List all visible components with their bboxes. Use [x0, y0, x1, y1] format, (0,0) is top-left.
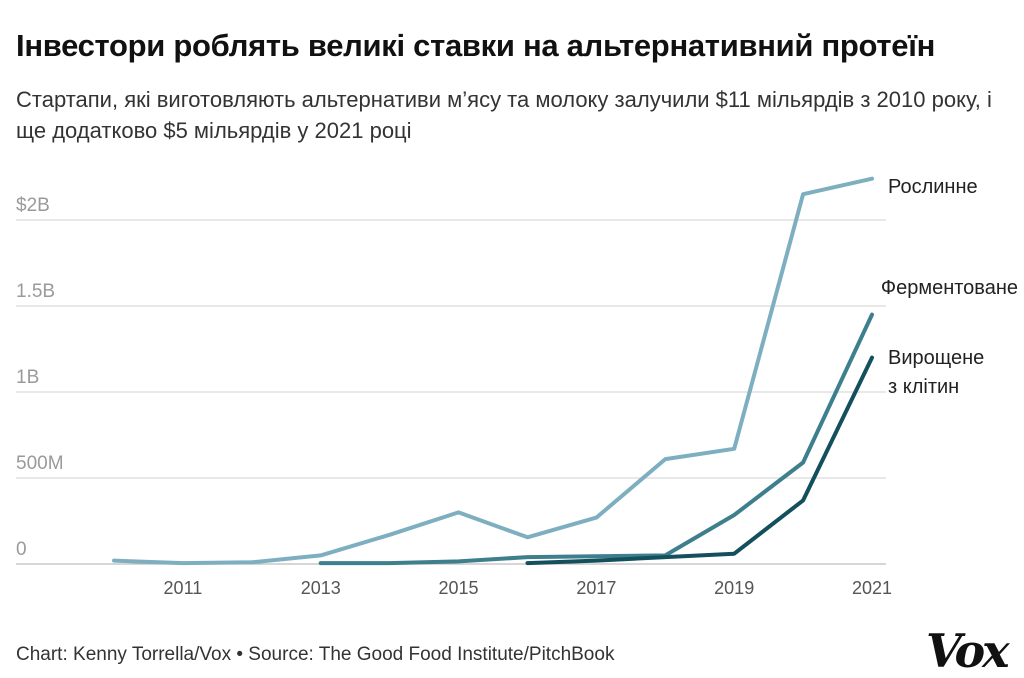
chart-subtitle: Стартапи, які виготовляють альтернативи …: [16, 87, 992, 143]
y-tick-label: $2B: [16, 195, 50, 216]
x-tick-label: 2017: [576, 578, 616, 598]
chart-title: Інвестори роблять великі ставки на альте…: [16, 28, 936, 63]
series-label: Вирощене: [888, 347, 984, 369]
y-tick-label: 0: [16, 539, 27, 560]
series-label: Рослинне: [888, 176, 978, 198]
chart-credit: Chart: Kenny Torrella/Vox • Source: The …: [16, 644, 615, 665]
series-line: [525, 355, 874, 566]
x-tick-label: 2019: [714, 578, 754, 598]
y-tick-label: 1B: [16, 367, 39, 388]
series-line: [318, 312, 874, 566]
axis-ticks: 0 500M 1B 1.5B $2B 2011 2013 2015 2017 2019 2021: [16, 195, 892, 598]
y-tick-label: 1.5B: [16, 281, 55, 302]
series-lines: [112, 176, 874, 566]
x-tick-label: 2013: [301, 578, 341, 598]
series-label: з клітин: [888, 376, 959, 398]
grid: [16, 219, 886, 565]
x-tick-label: 2011: [164, 578, 203, 598]
y-tick-label: 500M: [16, 453, 64, 474]
series-label: Ферментоване: [881, 277, 1018, 299]
series-line: [112, 176, 874, 566]
vox-logo: Vox: [926, 624, 1010, 678]
x-tick-label: 2021: [852, 578, 892, 598]
series-labels: Рослинне Ферментоване Вирощене з клітин: [881, 176, 1018, 398]
x-tick-label: 2015: [439, 578, 479, 598]
